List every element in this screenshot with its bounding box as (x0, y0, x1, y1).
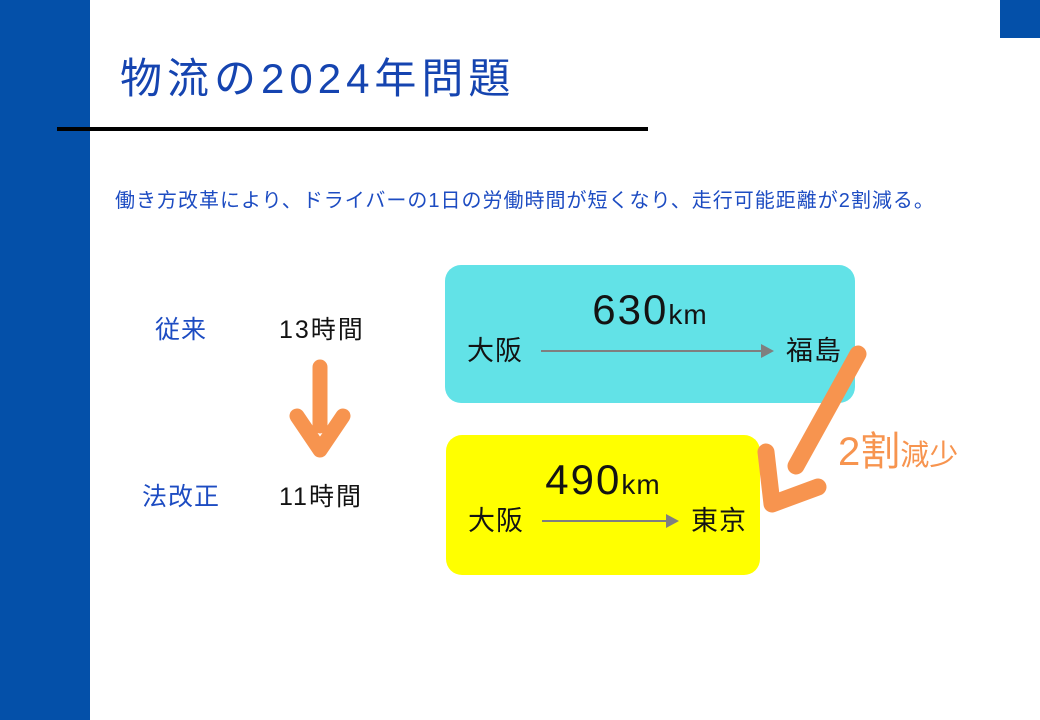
after-origin-city: 大阪 (468, 506, 524, 536)
before-distance: 630km (445, 289, 855, 331)
route-arrow-icon (541, 344, 774, 359)
before-label: 従来 (155, 316, 208, 344)
title-underline (57, 127, 648, 131)
slide-title: 物流の2024年問題 (120, 55, 516, 102)
after-distance: 490km (446, 459, 760, 501)
route-arrow-icon (542, 514, 679, 529)
after-distance-unit: km (621, 469, 661, 500)
after-destination-city: 東京 (691, 506, 747, 536)
before-route-row: 大阪 福島 (445, 335, 855, 367)
route-box-after: 490km 大阪 東京 (446, 435, 760, 575)
left-accent-bar (0, 0, 90, 720)
before-distance-value: 630 (592, 286, 669, 333)
after-distance-value: 490 (545, 456, 622, 503)
down-arrow-icon (289, 359, 351, 458)
reduction-suffix: 減少 (900, 440, 959, 472)
before-origin-city: 大阪 (467, 336, 523, 366)
top-right-accent-square (1000, 0, 1040, 38)
before-distance-unit: km (668, 299, 708, 330)
after-route-row: 大阪 東京 (446, 505, 760, 537)
after-hours: 11時間 (279, 483, 363, 511)
reduction-label: 2割減少 (838, 432, 958, 472)
reduction-amount: 2割 (838, 430, 901, 474)
before-hours: 13時間 (279, 316, 365, 344)
route-box-before: 630km 大阪 福島 (445, 265, 855, 403)
before-destination-city: 福島 (786, 336, 842, 366)
after-label: 法改正 (142, 483, 221, 511)
slide-subtitle: 働き方改革により、ドライバーの1日の労働時間が短くなり、走行可能距離が2割減る。 (115, 190, 935, 212)
reduction-arrow-icon (757, 345, 867, 513)
